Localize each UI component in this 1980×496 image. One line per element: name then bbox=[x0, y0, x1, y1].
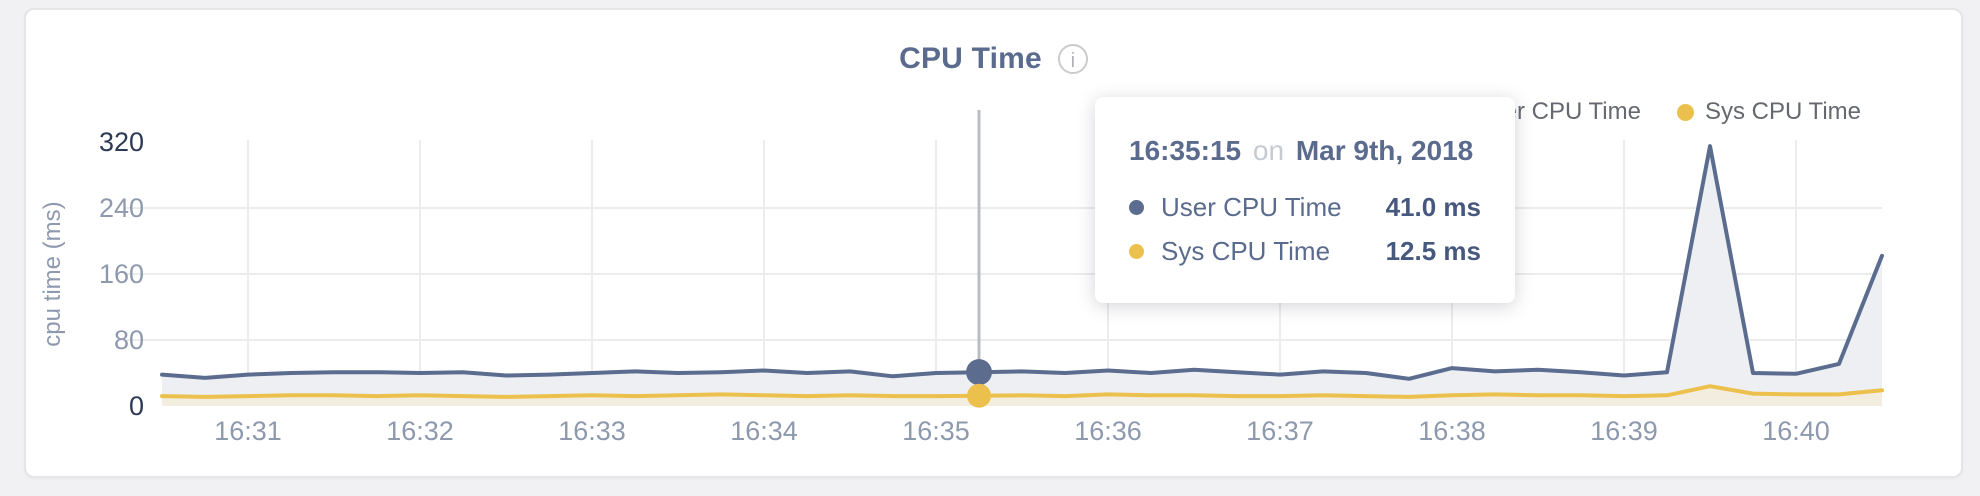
hover-dot-user[interactable] bbox=[966, 359, 992, 386]
legend-item-sys-cpu-time[interactable]: Sys CPU Time bbox=[1676, 98, 1861, 126]
x-tick-label: 16:40 bbox=[1762, 416, 1830, 446]
tooltip-value-user: 41.0 ms bbox=[1385, 191, 1481, 222]
tooltip-row-user: User CPU Time 41.0 ms bbox=[1129, 185, 1481, 229]
series-area-0 bbox=[162, 146, 1882, 406]
series-line-sys-cpu-time bbox=[160, 384, 1884, 399]
hover-dot-sys[interactable] bbox=[967, 383, 991, 408]
cpu-time-chart-plot[interactable] bbox=[26, 10, 1965, 480]
tooltip-title: 16:35:15 on Mar 9th, 2018 bbox=[1129, 135, 1481, 167]
x-tick-label: 16:33 bbox=[558, 416, 626, 446]
x-tick-label: 16:36 bbox=[1074, 416, 1142, 446]
tooltip-time: 16:35:15 bbox=[1129, 135, 1242, 166]
info-icon[interactable]: i bbox=[1057, 44, 1088, 74]
x-tick-label: 16:34 bbox=[730, 416, 798, 446]
series-line-user-cpu-time bbox=[160, 144, 1884, 381]
y-tick-label: 320 bbox=[98, 127, 144, 157]
tooltip-date: Mar 9th, 2018 bbox=[1295, 135, 1474, 166]
tooltip-dot-user-icon bbox=[1129, 199, 1144, 215]
x-tick-label: 16:39 bbox=[1590, 416, 1658, 446]
tooltip-label-sys: Sys CPU Time bbox=[1161, 235, 1331, 266]
chart-tooltip: 16:35:15 on Mar 9th, 2018 User CPU Time … bbox=[1095, 97, 1515, 303]
x-tick-label: 16:38 bbox=[1418, 416, 1486, 446]
x-tick-label: 16:35 bbox=[902, 416, 970, 446]
y-tick-label: 240 bbox=[98, 193, 144, 223]
legend-label-sys: Sys CPU Time bbox=[1704, 98, 1861, 125]
y-tick-label: 80 bbox=[113, 325, 144, 355]
y-tick-label: 160 bbox=[98, 259, 144, 289]
tooltip-value-sys: 12.5 ms bbox=[1385, 235, 1481, 266]
x-tick-label: 16:31 bbox=[214, 416, 282, 446]
legend-dot-sys-icon bbox=[1676, 103, 1694, 121]
tooltip-dot-sys-icon bbox=[1129, 243, 1144, 259]
chart-title: CPU Time bbox=[899, 42, 1042, 75]
x-tick-label: 16:37 bbox=[1246, 416, 1314, 446]
y-tick-label: 0 bbox=[128, 391, 144, 421]
tooltip-row-sys: Sys CPU Time 12.5 ms bbox=[1129, 229, 1481, 273]
cpu-time-card: CPU Time i User CPU Time Sys CPU Time cp… bbox=[24, 8, 1963, 478]
tooltip-connector: on bbox=[1252, 135, 1285, 166]
tooltip-label-user: User CPU Time bbox=[1161, 191, 1342, 222]
card-header: CPU Time i bbox=[26, 42, 1961, 76]
x-tick-label: 16:32 bbox=[386, 416, 454, 446]
